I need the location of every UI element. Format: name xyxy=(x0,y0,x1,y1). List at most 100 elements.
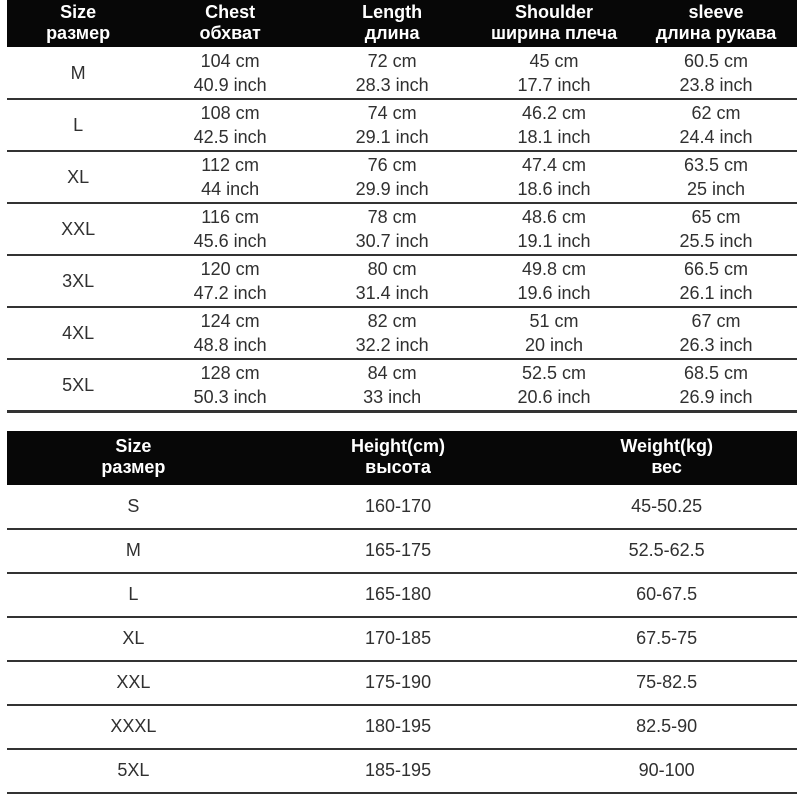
shoulder-inch: 17.7 inch xyxy=(517,74,591,95)
sleeve-cm: 63.5 cm xyxy=(683,155,749,175)
col-header-size-en: Size xyxy=(60,2,97,22)
col-header-height: Height(cm) высота xyxy=(259,430,537,485)
weight-value: 82.5-90 xyxy=(536,704,797,750)
sleeve-cm: 60.5 cm xyxy=(683,50,749,71)
chest-inch: 47.2 inch xyxy=(193,283,267,303)
shoulder-inch: 20.6 inch xyxy=(517,386,591,407)
chest-cm: 108 cm xyxy=(200,103,260,123)
sleeve-inch: 23.8 inch xyxy=(679,74,753,95)
body-row-xxl: XXL 175-190 75-82.5 xyxy=(7,660,797,706)
col-header-weight-ru: вес xyxy=(651,457,682,477)
shoulder-inch: 18.1 inch xyxy=(517,127,591,147)
chest-inch: 42.5 inch xyxy=(193,127,267,147)
size-label: 4XL xyxy=(7,307,150,360)
sleeve-cell: 62 cm 24.4 inch xyxy=(635,99,797,152)
size-label: 3XL xyxy=(7,255,150,308)
shoulder-cell: 51 cm 20 inch xyxy=(473,307,635,360)
weight-value: 90-100 xyxy=(536,748,797,794)
chest-cell: 104 cm 40.9 inch xyxy=(149,47,312,100)
sleeve-cm: 67 cm xyxy=(691,311,741,331)
chest-inch: 50.3 inch xyxy=(193,386,267,407)
height-value: 185-195 xyxy=(259,748,537,794)
height-value: 160-170 xyxy=(259,484,537,530)
sleeve-inch: 25 inch xyxy=(686,179,746,199)
size-label: XXL xyxy=(7,660,260,706)
body-row-l: L 165-180 60-67.5 xyxy=(7,572,797,618)
col-header-sleeve: sleeve длина рукава xyxy=(635,0,797,47)
size-label: S xyxy=(7,484,260,530)
size-label: 5XL xyxy=(7,359,150,413)
size-label: M xyxy=(7,47,150,100)
col-header-chest-ru: обхват xyxy=(199,23,261,43)
length-cm: 76 cm xyxy=(367,155,417,175)
garment-row-5xl: 5XL 128 cm 50.3 inch 84 cm 33 inch 52.5 cm… xyxy=(7,359,797,413)
sleeve-inch: 25.5 inch xyxy=(679,231,753,251)
weight-value: 75-82.5 xyxy=(536,660,797,706)
garment-row-3xl: 3XL 120 cm 47.2 inch 80 cm 31.4 inch 49.8 … xyxy=(7,255,797,308)
chest-cell: 128 cm 50.3 inch xyxy=(149,359,312,413)
size-label: XXL xyxy=(7,203,150,256)
shoulder-cm: 46.2 cm xyxy=(522,103,587,123)
sleeve-cm: 62 cm xyxy=(691,103,741,123)
shoulder-cell: 47.4 cm 18.6 inch xyxy=(473,151,635,204)
col-header-size: Size размер xyxy=(7,0,150,47)
col-header-length-en: Length xyxy=(362,2,423,22)
sleeve-cell: 63.5 cm 25 inch xyxy=(635,151,797,204)
body-row-m: M 165-175 52.5-62.5 xyxy=(7,528,797,574)
shoulder-cm: 51 cm xyxy=(529,311,579,331)
sleeve-cell: 65 cm 25.5 inch xyxy=(635,203,797,256)
shoulder-inch: 19.1 inch xyxy=(517,231,591,251)
chest-cm: 124 cm xyxy=(200,311,260,331)
sleeve-cell: 66.5 cm 26.1 inch xyxy=(635,255,797,308)
height-value: 165-175 xyxy=(259,528,537,574)
shoulder-cell: 49.8 cm 19.6 inch xyxy=(473,255,635,308)
col-header-height-ru: высота xyxy=(365,457,431,477)
height-value: 165-180 xyxy=(259,572,537,618)
length-inch: 29.1 inch xyxy=(355,127,429,147)
height-value: 170-185 xyxy=(259,616,537,662)
col-header-sleeve-ru: длина рукава xyxy=(655,23,777,43)
col-header-length: Length длина xyxy=(311,0,474,47)
size-label: XL xyxy=(7,616,260,662)
length-inch: 28.3 inch xyxy=(355,74,429,95)
chest-cell: 112 cm 44 inch xyxy=(149,151,312,204)
weight-value: 60-67.5 xyxy=(536,572,797,618)
height-value: 180-195 xyxy=(259,704,537,750)
length-inch: 31.4 inch xyxy=(355,283,429,303)
size-label: M xyxy=(7,528,260,574)
garment-row-xl: XL 112 cm 44 inch 76 cm 29.9 inch 47.4 cm 1… xyxy=(7,151,797,204)
shoulder-cm: 52.5 cm xyxy=(522,362,587,383)
col-header-size-ru: размер xyxy=(46,23,111,43)
col-header-sleeve-en: sleeve xyxy=(688,2,744,22)
garment-row-l: L 108 cm 42.5 inch 74 cm 29.1 inch 46.2 cm… xyxy=(7,99,797,152)
chest-cm: 112 cm xyxy=(201,155,259,175)
body-header-row: Size размер Height(cm) высота Weight(kg)… xyxy=(7,430,797,485)
col-header-size-en: Size xyxy=(115,436,152,456)
chest-cm: 104 cm xyxy=(200,50,260,71)
length-cell: 80 cm 31.4 inch xyxy=(311,255,474,308)
sleeve-cm: 65 cm xyxy=(691,207,741,227)
length-cell: 76 cm 29.9 inch xyxy=(311,151,474,204)
col-header-weight: Weight(kg) вес xyxy=(536,430,797,485)
shoulder-cell: 45 cm 17.7 inch xyxy=(473,47,635,100)
chest-inch: 40.9 inch xyxy=(193,74,267,95)
length-cm: 72 cm xyxy=(367,50,417,71)
chest-cell: 108 cm 42.5 inch xyxy=(149,99,312,152)
garment-row-xxl: XXL 116 cm 45.6 inch 78 cm 30.7 inch 48.6 … xyxy=(7,203,797,256)
length-inch: 30.7 inch xyxy=(355,231,429,251)
length-cm: 84 cm xyxy=(367,362,417,383)
sleeve-inch: 24.4 inch xyxy=(679,127,753,147)
shoulder-cell: 52.5 cm 20.6 inch xyxy=(473,359,635,413)
shoulder-cell: 48.6 cm 19.1 inch xyxy=(473,203,635,256)
col-header-chest: Chest обхват xyxy=(149,0,312,47)
length-inch: 29.9 inch xyxy=(355,179,429,199)
chest-cm: 116 cm xyxy=(201,207,259,227)
body-row-s: S 160-170 45-50.25 xyxy=(7,484,797,530)
shoulder-cm: 48.6 cm xyxy=(522,207,587,227)
garment-header-row: Size размер Chest обхват Length длина Sh… xyxy=(7,0,797,47)
col-header-shoulder-en: Shoulder xyxy=(515,2,594,22)
length-cm: 78 cm xyxy=(367,207,417,227)
sleeve-inch: 26.9 inch xyxy=(679,386,753,407)
garment-row-4xl: 4XL 124 cm 48.8 inch 82 cm 32.2 inch 51 cm… xyxy=(7,307,797,360)
